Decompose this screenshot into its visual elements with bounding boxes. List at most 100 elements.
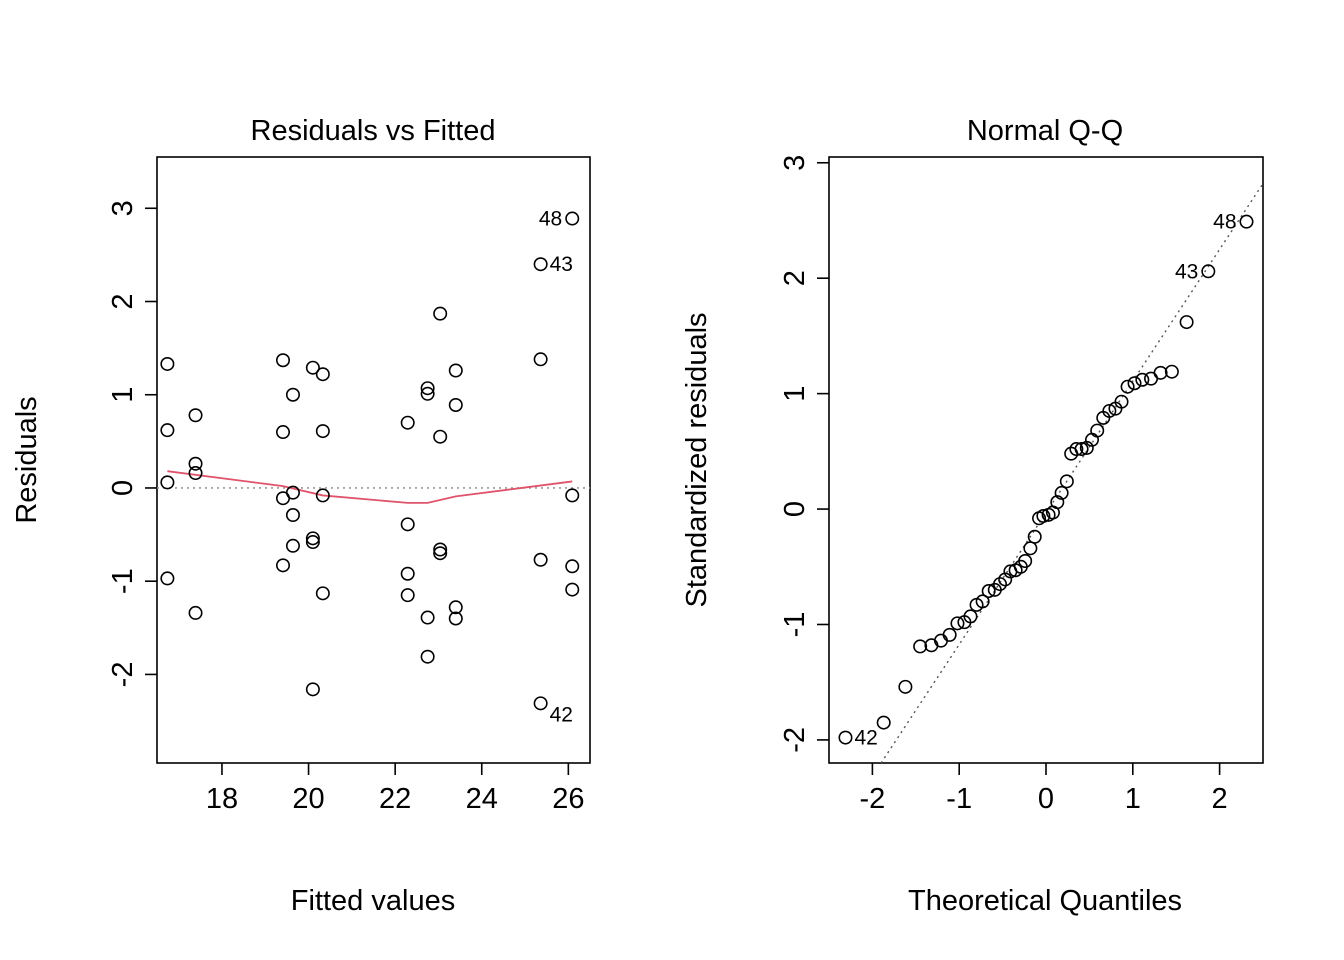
y-tick-label: 0 (779, 501, 811, 517)
data-point (315, 488, 330, 503)
x-tick-label: 0 (1038, 783, 1054, 815)
data-point (1090, 423, 1105, 438)
data-point (400, 588, 415, 603)
y-tick-label: -1 (779, 612, 811, 638)
y-tick-label: -1 (107, 568, 139, 594)
data-point (305, 531, 320, 546)
data-point (533, 552, 548, 567)
x-tick-label: -1 (946, 783, 972, 815)
point-label: 43 (1175, 260, 1198, 283)
data-point (1102, 403, 1117, 418)
data-point (975, 594, 990, 609)
data-point (276, 353, 291, 368)
point-label: 48 (539, 208, 562, 231)
data-point (188, 408, 203, 423)
data-point (1023, 541, 1038, 556)
data-point (533, 257, 548, 272)
data-point (1135, 372, 1150, 387)
data-point (160, 571, 175, 586)
data-point (315, 367, 330, 382)
x-tick-label: 24 (466, 783, 498, 815)
data-point (448, 363, 463, 378)
data-point (305, 360, 320, 375)
data-point (433, 306, 448, 321)
panel1-y-axis: -2 -1 0 1 2 3 (107, 200, 157, 687)
data-point (160, 356, 175, 371)
data-point (160, 475, 175, 490)
data-point (1153, 365, 1168, 380)
data-point (276, 425, 291, 440)
data-point (160, 423, 175, 438)
panel2-y-axis: -2 -1 0 1 2 3 (779, 155, 829, 753)
data-point (276, 558, 291, 573)
data-point (433, 542, 448, 557)
data-point (1074, 442, 1089, 457)
panel1-x-label: Fitted values (291, 885, 455, 917)
panel2-x-axis: -2 -1 0 1 2 (860, 763, 1228, 815)
data-point (1069, 442, 1084, 457)
normal-qq-panel: Normal Q-Q -2 -1 0 1 2 -2 -1 0 1 2 3 48 43 42 Theor… (681, 115, 1264, 917)
panel1-title: Residuals vs Fitted (251, 115, 496, 147)
data-point (533, 352, 548, 367)
x-tick-label: 20 (292, 783, 324, 815)
data-point (315, 424, 330, 439)
data-point (420, 381, 435, 396)
data-point (305, 535, 320, 550)
panel2-title: Normal Q-Q (967, 115, 1123, 147)
data-point (285, 508, 300, 523)
y-tick-label: -2 (107, 662, 139, 688)
y-tick-label: 3 (779, 155, 811, 171)
data-point (400, 566, 415, 581)
data-point (1164, 364, 1179, 379)
y-tick-label: 0 (107, 480, 139, 496)
panel1-y-label: Residuals (11, 396, 43, 523)
point-label: 48 (1213, 211, 1236, 234)
data-point (838, 730, 853, 745)
residuals-vs-fitted-panel: Residuals vs Fitted 18 20 22 24 26 -2-10123 … (11, 115, 591, 917)
panel1-frame (156, 156, 591, 764)
data-point (565, 211, 580, 226)
data-point (876, 715, 891, 730)
data-point (285, 485, 300, 500)
data-point (420, 610, 435, 625)
panel1-smooth-line (167, 470, 573, 504)
data-point (315, 586, 330, 601)
data-point (188, 456, 203, 471)
data-point (565, 559, 580, 574)
data-point (565, 488, 580, 503)
data-point (305, 682, 320, 697)
data-point (420, 386, 435, 401)
data-point (448, 600, 463, 615)
data-point (963, 609, 978, 624)
point-label: 42 (854, 727, 877, 750)
data-point (1018, 553, 1033, 568)
data-point (950, 616, 965, 631)
y-tick-label: 1 (779, 386, 811, 402)
x-tick-label: 18 (206, 783, 238, 815)
data-point (565, 582, 580, 597)
data-point (1036, 508, 1051, 523)
data-point (188, 605, 203, 620)
data-point (1179, 315, 1194, 330)
y-tick-label: -2 (779, 727, 811, 753)
data-point (285, 387, 300, 402)
y-tick-label: 2 (779, 270, 811, 286)
data-point (533, 696, 548, 711)
data-point (420, 649, 435, 664)
point-label: 42 (550, 703, 573, 726)
data-point (1054, 485, 1069, 500)
data-point (981, 584, 996, 599)
data-point (1120, 379, 1135, 394)
data-point (1027, 529, 1042, 544)
y-tick-label: 2 (107, 293, 139, 309)
x-tick-label: -2 (860, 783, 886, 815)
data-point (1114, 394, 1129, 409)
data-point (433, 546, 448, 561)
point-label: 43 (550, 253, 573, 276)
x-tick-label: 22 (379, 783, 411, 815)
panel2-reference-line (880, 183, 1264, 764)
panel1-point-labels: 48 43 42 (539, 208, 573, 727)
panel2-points (838, 214, 1254, 745)
panel2-point-labels: 48 43 42 (854, 211, 1236, 750)
